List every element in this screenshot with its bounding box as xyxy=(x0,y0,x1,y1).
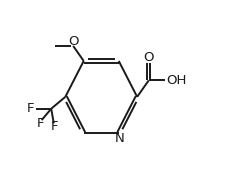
Text: N: N xyxy=(115,132,124,145)
Text: F: F xyxy=(37,117,44,130)
Text: F: F xyxy=(27,102,35,115)
Text: OH: OH xyxy=(166,74,186,87)
Text: O: O xyxy=(68,35,78,48)
Text: F: F xyxy=(50,120,58,133)
Text: O: O xyxy=(143,51,154,64)
